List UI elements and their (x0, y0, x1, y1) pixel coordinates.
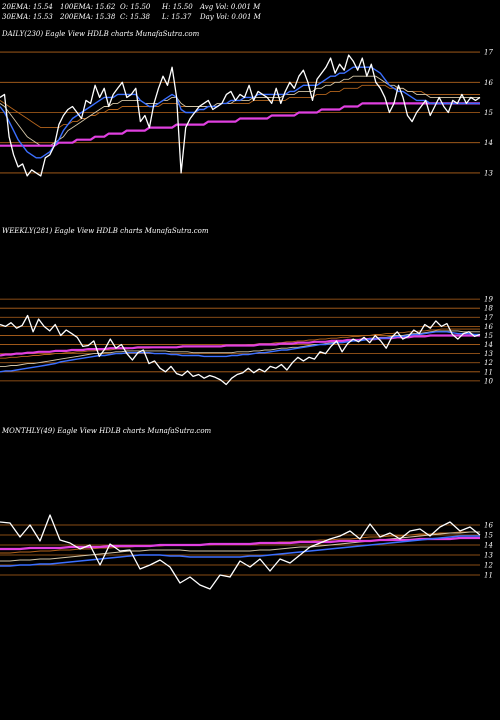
weekly-tick-label-13: 13 (484, 350, 493, 358)
daily-tick-label-16: 16 (484, 79, 493, 87)
daily-panel: 17 16 15 14 13 (0, 49, 493, 177)
monthly-ema-fast-line (0, 535, 480, 567)
weekly-tick-label-19: 19 (484, 296, 493, 304)
monthly-ema-long-line (0, 536, 480, 551)
monthly-chart-title: MONTHLY(49) Eagle View HDLB charts Munaf… (2, 427, 212, 435)
weekly-tick-label-14: 14 (484, 341, 493, 349)
ema200-readout: 200EMA: 15.38 (60, 13, 116, 21)
daily-tick-label-14: 14 (484, 139, 493, 147)
avg-volume-readout: Avg Vol: 0.001 M (200, 3, 261, 11)
weekly-tick-label-11: 11 (484, 368, 493, 376)
monthly-tick-label-15: 15 (484, 532, 493, 540)
open-readout: O: 15.50 (120, 3, 151, 11)
weekly-tick-label-16: 16 (484, 323, 493, 331)
daily-chart-title: DAILY(230) Eagle View HDLB charts Munafa… (2, 30, 200, 38)
weekly-tick-label-18: 18 (484, 305, 493, 313)
ema20-readout: 20EMA: 15.54 (2, 3, 53, 11)
monthly-panel: 16 15 14 13 12 11 (0, 514, 493, 590)
daily-price-line (0, 54, 481, 177)
weekly-tick-label-17: 17 (484, 314, 493, 322)
daily-tick-label-15: 15 (484, 109, 493, 117)
weekly-ema-long-line (0, 334, 480, 357)
weekly-price-line (0, 314, 481, 386)
monthly-tick-label-12: 12 (484, 562, 493, 570)
monthly-price-line (0, 514, 481, 590)
weekly-tick-label-12: 12 (484, 359, 493, 367)
monthly-ema-mid-line (0, 531, 480, 562)
monthly-tick-label-11: 11 (484, 572, 493, 580)
daily-ema-long-line (0, 102, 480, 147)
monthly-tick-label-14: 14 (484, 542, 493, 550)
weekly-tick-label-10: 10 (484, 377, 493, 385)
daily-tick-label-13: 13 (484, 169, 493, 177)
daily-tick-label-17: 17 (484, 49, 493, 57)
monthly-tick-label-16: 16 (484, 522, 493, 530)
day-volume-readout: Day Vol: 0.001 M (200, 13, 261, 21)
weekly-chart-title: WEEKLY(281) Eagle View HDLB charts Munaf… (2, 227, 209, 235)
high-readout: H: 15.50 (162, 3, 193, 11)
ema100-readout: 100EMA: 15.62 (60, 3, 116, 11)
low-readout: L: 15.37 (162, 13, 192, 21)
weekly-tick-label-15: 15 (484, 332, 493, 340)
daily-ema-mid-line (0, 75, 480, 147)
monthly-tick-label-13: 13 (484, 552, 493, 560)
daily-ema-fast-line (0, 66, 480, 159)
close-readout: C: 15.38 (120, 13, 150, 21)
ema30-readout: 30EMA: 15.53 (2, 13, 53, 21)
